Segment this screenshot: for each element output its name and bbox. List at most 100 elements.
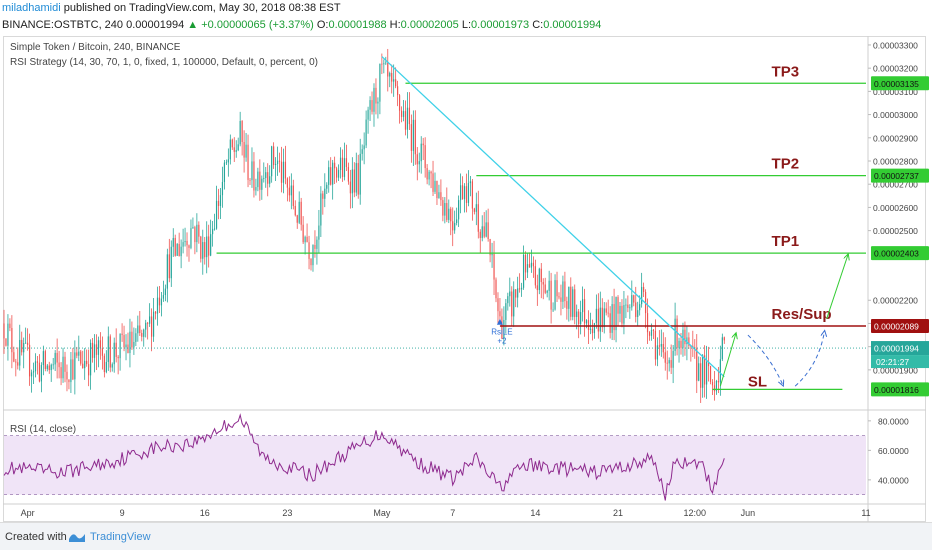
candle bbox=[247, 144, 249, 180]
candle bbox=[253, 161, 255, 191]
candle bbox=[330, 167, 332, 185]
price-change: ▲ +0.00000065 (+3.37%) bbox=[187, 19, 314, 31]
open-label: O: bbox=[316, 19, 329, 31]
candle bbox=[32, 371, 35, 373]
candle bbox=[420, 143, 422, 162]
candle bbox=[290, 185, 292, 196]
level-price-label: 0.00001816 bbox=[874, 385, 919, 395]
candle bbox=[467, 183, 470, 203]
candle bbox=[499, 311, 501, 317]
candle bbox=[316, 239, 318, 249]
candle bbox=[154, 311, 157, 314]
level-price-box bbox=[871, 76, 929, 91]
candle bbox=[13, 352, 15, 362]
candle bbox=[227, 159, 229, 163]
candle bbox=[381, 63, 383, 65]
x-tick-label: 12:00 bbox=[684, 508, 707, 518]
y-tick-label: 0.00002200 bbox=[873, 296, 918, 306]
candle bbox=[64, 356, 66, 372]
candle bbox=[406, 107, 409, 130]
candle bbox=[477, 204, 479, 232]
candle bbox=[42, 351, 44, 366]
candle bbox=[335, 168, 338, 178]
candle bbox=[430, 171, 432, 174]
candle bbox=[151, 316, 153, 337]
candle bbox=[637, 310, 639, 317]
candle bbox=[658, 345, 660, 347]
candle bbox=[25, 342, 27, 344]
candle bbox=[375, 87, 377, 104]
candle bbox=[568, 286, 570, 309]
candle bbox=[215, 200, 218, 229]
candle bbox=[74, 352, 76, 380]
candle bbox=[178, 243, 180, 257]
candle bbox=[145, 322, 147, 330]
candle bbox=[91, 342, 94, 358]
candle bbox=[713, 385, 716, 392]
candle bbox=[497, 298, 499, 312]
rsi-y-tick-label: 40.0000 bbox=[878, 475, 909, 485]
candle bbox=[532, 262, 535, 267]
candle bbox=[404, 111, 407, 130]
candle bbox=[408, 107, 411, 125]
candle bbox=[444, 203, 446, 216]
y-tick-label: 0.00002700 bbox=[873, 180, 918, 190]
author-link[interactable]: miladhamidi bbox=[2, 2, 61, 14]
candle bbox=[156, 297, 159, 314]
candle bbox=[400, 110, 403, 117]
candle bbox=[135, 333, 137, 342]
y-tick-label: 0.00002500 bbox=[873, 226, 918, 236]
candle bbox=[526, 264, 529, 273]
candle bbox=[589, 328, 592, 330]
candle bbox=[160, 298, 163, 306]
candle bbox=[326, 184, 328, 189]
candle bbox=[310, 258, 312, 266]
candle bbox=[550, 280, 552, 310]
publish-text: published on TradingView.com, May 30, 20… bbox=[60, 2, 341, 14]
candle bbox=[263, 178, 265, 179]
candle bbox=[452, 221, 454, 231]
candle bbox=[426, 168, 428, 180]
candle bbox=[556, 280, 558, 297]
x-tick-label: 23 bbox=[282, 508, 292, 518]
candle bbox=[672, 350, 674, 368]
chart-canvas[interactable]: TP3 TP2 TP1 Res/Sup SL RsiLE+2 0.00003300 0.00… bbox=[0, 0, 932, 522]
candle bbox=[509, 291, 511, 297]
candle bbox=[660, 343, 662, 347]
candle bbox=[162, 295, 165, 299]
candle bbox=[34, 361, 37, 372]
candle bbox=[52, 364, 54, 366]
candle bbox=[21, 339, 23, 353]
candle bbox=[520, 287, 523, 290]
candle bbox=[204, 242, 206, 258]
candle bbox=[143, 329, 145, 337]
candle bbox=[511, 291, 513, 317]
candle bbox=[23, 343, 25, 353]
candle bbox=[164, 288, 166, 296]
candle bbox=[432, 173, 434, 192]
candle bbox=[182, 242, 184, 247]
candle bbox=[562, 281, 564, 302]
candle bbox=[605, 308, 607, 313]
candle bbox=[469, 181, 472, 184]
candle bbox=[137, 325, 139, 334]
candle bbox=[629, 307, 631, 309]
candle bbox=[570, 286, 572, 317]
level-price-label: 0.00002403 bbox=[874, 249, 919, 259]
candle bbox=[44, 351, 46, 369]
candle bbox=[635, 302, 637, 317]
low-value: 0.00001973 bbox=[471, 19, 530, 31]
candle bbox=[347, 167, 350, 182]
candle bbox=[389, 73, 391, 77]
candle bbox=[306, 236, 308, 243]
candle bbox=[86, 360, 88, 365]
candle bbox=[507, 296, 509, 304]
candle bbox=[312, 245, 314, 266]
candle bbox=[302, 224, 304, 243]
candle bbox=[519, 288, 521, 290]
tradingview-link[interactable]: TradingView bbox=[90, 531, 151, 543]
candle bbox=[538, 268, 540, 291]
rsi-y-tick-label: 60.0000 bbox=[878, 446, 909, 456]
candle bbox=[349, 181, 351, 194]
candle bbox=[280, 161, 283, 183]
